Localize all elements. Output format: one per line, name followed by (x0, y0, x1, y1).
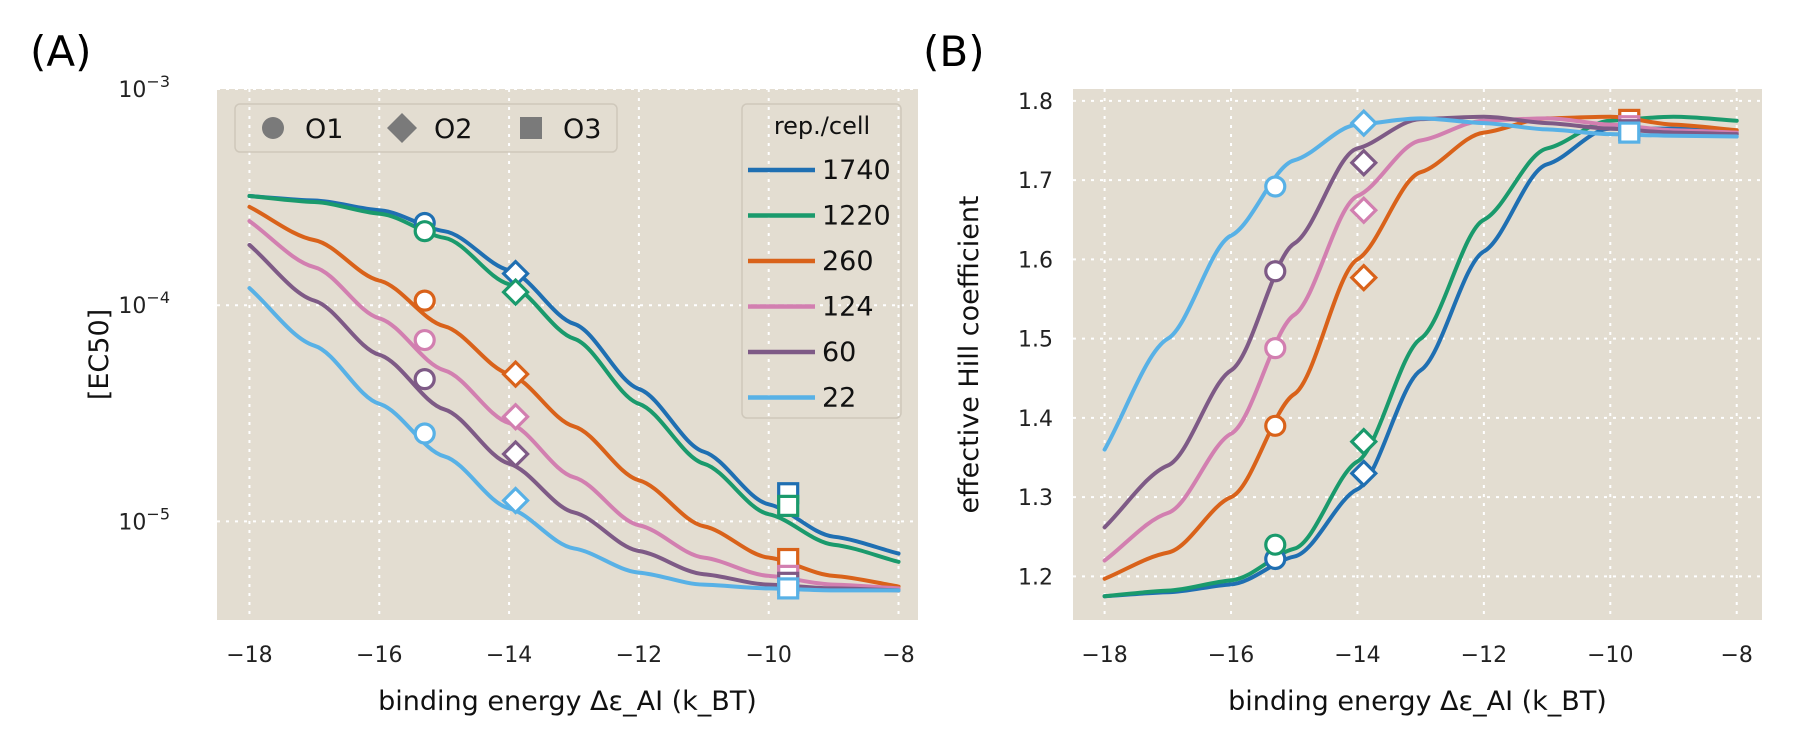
marker-22-o1 (413, 422, 436, 445)
y-tick-label: 10−4 (118, 288, 170, 319)
legend-title: rep./cell (774, 112, 870, 140)
y-tick-label: 10−3 (118, 72, 170, 103)
marker-1220-o2 (501, 277, 530, 307)
legend-marker-o1 (262, 117, 284, 139)
marker-1220-o1 (413, 220, 436, 243)
replicas-legend-box (741, 103, 902, 419)
marker-260-o1 (413, 289, 436, 312)
chart-panel-a: −18 −16 −14 −12 −10 −8 10−5 10−4 10−3 binding ene… (84, 72, 918, 717)
x-tick-label: −16 (356, 643, 402, 668)
x-tick-label: −10 (1587, 643, 1633, 668)
replicas-legend: rep./cell 1740 1220 260 124 60 22 (741, 103, 902, 419)
x-tick-label: −16 (1208, 643, 1254, 668)
marker-260-o1 (1264, 414, 1287, 437)
marker-124-o1 (413, 328, 436, 352)
operator-legend: O1 O2 O3 (234, 103, 618, 153)
series-line-260 (1102, 114, 1739, 581)
marker-60-o1 (413, 368, 436, 391)
marker-22-o1 (1264, 175, 1287, 198)
legend-label-o3: O3 (563, 114, 601, 145)
x-tick-label: −10 (745, 643, 791, 668)
y-tick-label: 1.2 (1018, 565, 1053, 590)
marker-124-o2 (1349, 195, 1379, 225)
y-tick-label: 1.4 (1018, 407, 1053, 432)
series-line-60 (1102, 114, 1739, 530)
panel-label-a: (A) (30, 27, 92, 76)
legend-label-1740: 1740 (822, 155, 891, 186)
y-tick-label: 1.8 (1018, 90, 1053, 115)
marker-22-o3 (1618, 121, 1641, 144)
marker-1740-o2 (1349, 459, 1379, 488)
marker-1220-o1 (1264, 533, 1287, 556)
marker-22-o3 (777, 577, 800, 600)
x-tick-label: −18 (1081, 643, 1127, 668)
x-tick-label: −14 (486, 643, 532, 668)
legend-label-o1: O1 (305, 114, 343, 145)
x-tick-label: −18 (226, 643, 272, 668)
legend-label-o2: O2 (434, 114, 472, 145)
marker-124-o2 (501, 402, 530, 431)
series-line-1220 (247, 193, 901, 564)
y-tick-label: 1.7 (1018, 169, 1053, 194)
x-tick-label: −8 (882, 643, 914, 668)
marker-60-o2 (1349, 148, 1379, 177)
x-tick-label: −8 (1720, 643, 1752, 668)
series-line-124 (1102, 116, 1739, 563)
marker-1220-o3 (777, 494, 800, 517)
series-line-22 (1102, 116, 1739, 452)
x-tick-label: −14 (1334, 643, 1380, 668)
y-axis-label: [EC50] (84, 309, 115, 400)
legend-marker-o3 (520, 117, 542, 139)
marker-22-o2 (501, 486, 530, 515)
y-tick-label: 1.5 (1018, 328, 1053, 353)
legend-label-22: 22 (822, 383, 856, 414)
marker-124-o1 (1264, 337, 1287, 360)
x-tick-label: −12 (616, 643, 662, 668)
marker-60-o2 (501, 439, 530, 469)
legend-marker-o2 (387, 113, 417, 143)
marker-260-o2 (1349, 263, 1379, 292)
y-tick-label: 10−5 (118, 504, 170, 535)
legend-label-124: 124 (822, 292, 874, 323)
operator-legend-box (234, 103, 618, 153)
x-axis-label: binding energy Δε_AI (k_BT) (1228, 686, 1607, 717)
y-tick-label: 1.6 (1018, 248, 1053, 273)
series-lines (1102, 114, 1739, 599)
panel-label-b: (B) (923, 27, 985, 76)
legend-label-260: 260 (822, 246, 874, 277)
marker-22-o2 (1349, 108, 1379, 138)
plot-area-b (1073, 89, 1762, 620)
legend-label-1220: 1220 (822, 201, 891, 232)
chart-panel-b: −18 −16 −14 −12 −10 −8 1.2 1.3 1.4 1.5 1.6 1.7 1.8 bi… (954, 89, 1762, 717)
marker-260-o2 (501, 359, 530, 389)
marker-1220-o2 (1349, 427, 1379, 456)
series-line-1220 (1102, 114, 1739, 599)
y-axis-label: effective Hill coefficient (954, 195, 985, 513)
marker-60-o1 (1264, 260, 1287, 283)
y-tick-label: 1.3 (1018, 486, 1053, 511)
legend-label-60: 60 (822, 337, 856, 368)
x-tick-label: −12 (1461, 643, 1507, 668)
x-axis-label: binding energy Δε_AI (k_BT) (378, 686, 757, 717)
